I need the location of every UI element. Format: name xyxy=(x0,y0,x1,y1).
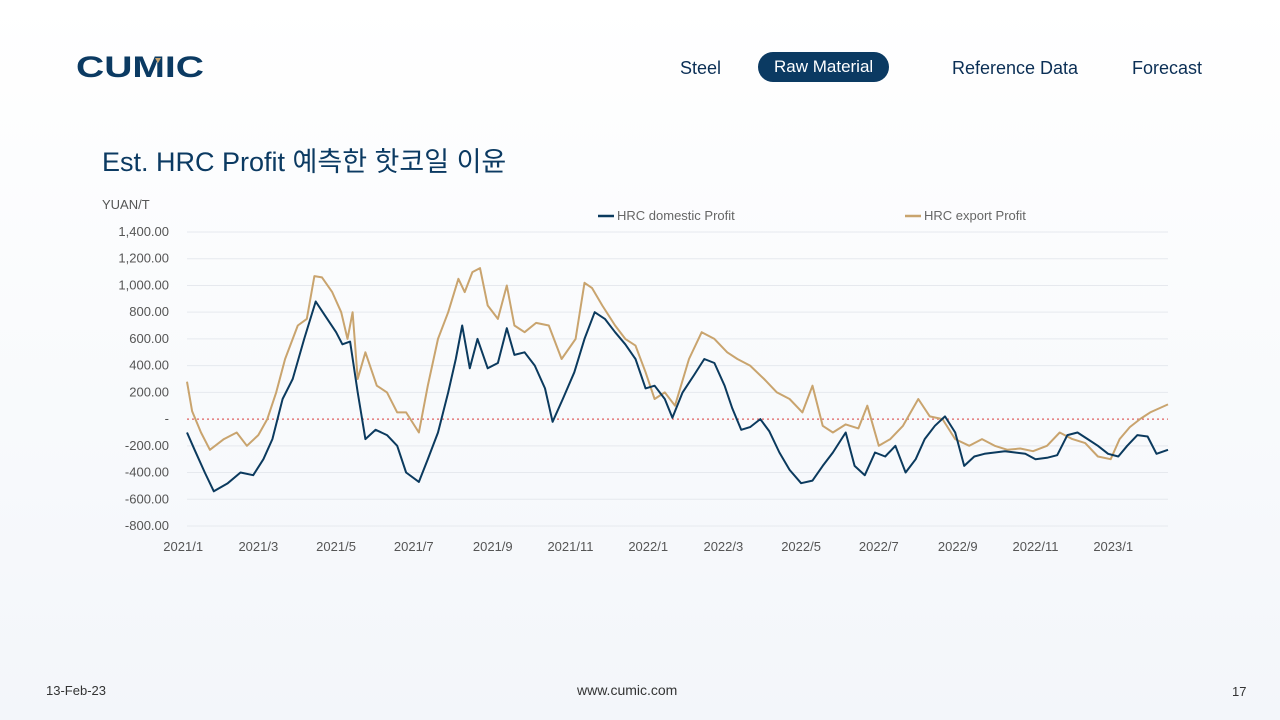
x-tick-label: 2022/3 xyxy=(703,539,743,554)
page-number: 17 xyxy=(1232,684,1247,699)
y-tick-label: 1,000.00 xyxy=(118,277,169,292)
series-line-export xyxy=(186,267,1169,461)
page-title: Est. HRC Profit 예측한 핫코일 이윤 xyxy=(102,147,507,177)
x-tick-label: 2021/7 xyxy=(394,539,434,554)
y-tick-label: -200.00 xyxy=(125,438,169,453)
nav-steel[interactable]: Steel xyxy=(680,58,722,78)
x-tick-label: 2022/9 xyxy=(938,539,978,554)
footer-date: 13-Feb-23 xyxy=(46,683,106,698)
y-tick-label: 400.00 xyxy=(129,358,169,373)
y-tick-label: 1,200.00 xyxy=(118,251,169,266)
x-tick-label: 2021/3 xyxy=(238,539,278,554)
nav-reference-data[interactable]: Reference Data xyxy=(952,58,1079,78)
x-tick-label: 2021/1 xyxy=(163,539,203,554)
x-tick-label: 2021/11 xyxy=(547,539,593,554)
legend-label-domestic: HRC domestic Profit xyxy=(617,208,735,223)
legend-label-export: HRC export Profit xyxy=(924,208,1026,223)
y-tick-label: 200.00 xyxy=(129,384,169,399)
profit-line-chart: 1,400.00 1,200.00 1,000.00 800.00 600.00 400.… xyxy=(102,197,1169,554)
x-tick-label: 2021/5 xyxy=(316,539,356,554)
y-tick-label: - xyxy=(165,411,169,426)
x-tick-label: 2021/9 xyxy=(473,539,513,554)
logo-text: CUMIC xyxy=(76,52,204,82)
x-tick-label: 2022/1 xyxy=(628,539,668,554)
y-axis-label: YUAN/T xyxy=(102,197,150,212)
footer-url[interactable]: www.cumic.com xyxy=(577,682,678,698)
y-tick-label: -400.00 xyxy=(125,465,169,480)
x-tick-label: 2022/5 xyxy=(781,539,821,554)
y-tick-label: 600.00 xyxy=(129,331,169,346)
nav-forecast[interactable]: Forecast xyxy=(1132,58,1203,78)
cumic-logo: CUMIC xyxy=(76,52,204,82)
series-line-domestic xyxy=(186,300,1169,493)
top-nav: Steel Raw Material Reference Data Foreca… xyxy=(0,52,1280,84)
x-tick-label: 2023/1 xyxy=(1093,539,1133,554)
logo-accent xyxy=(155,58,161,63)
nav-raw-material[interactable]: Raw Material xyxy=(758,52,890,82)
y-tick-label: -800.00 xyxy=(125,518,169,533)
y-tick-label: -600.00 xyxy=(125,491,169,506)
x-tick-label: 2022/11 xyxy=(1012,539,1058,554)
y-tick-label: 1,400.00 xyxy=(118,224,169,239)
x-tick-label: 2022/7 xyxy=(859,539,899,554)
y-tick-label: 800.00 xyxy=(129,304,169,319)
